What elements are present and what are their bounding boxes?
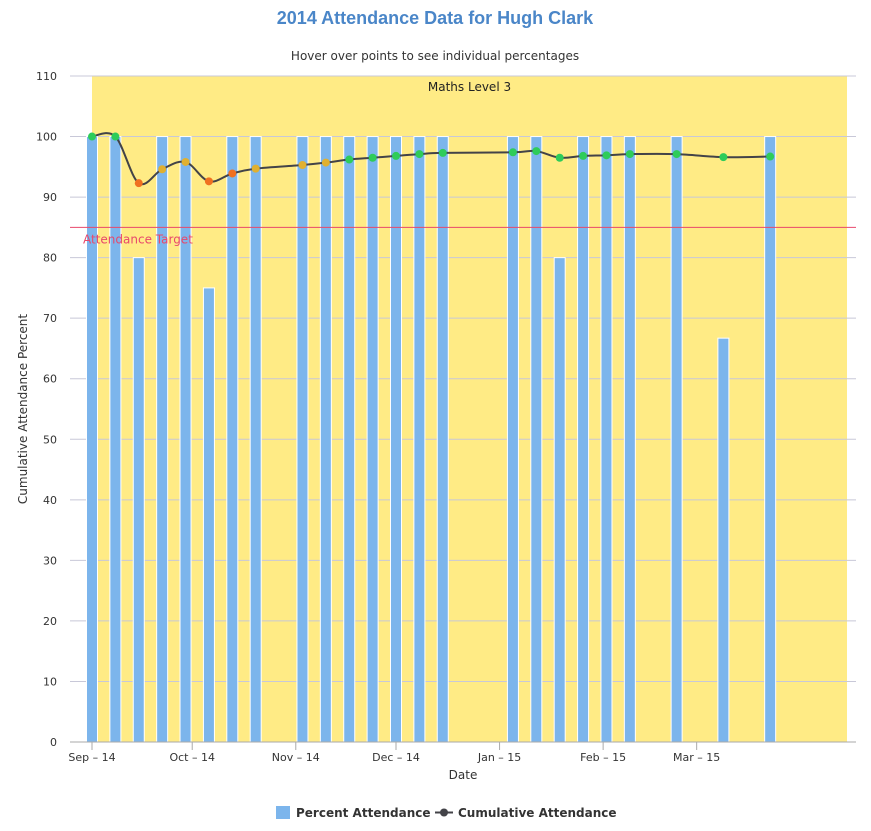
legend[interactable]: Percent Attendance Cumulative Attendance (276, 806, 617, 820)
attendance-bar[interactable] (202, 287, 215, 743)
cumulative-point[interactable] (251, 164, 260, 173)
chart-title: 2014 Attendance Data for Hugh Clark (277, 8, 594, 28)
y-axis-title: Cumulative Attendance Percent (16, 314, 30, 505)
y-tick-label: 100 (36, 131, 57, 144)
y-tick-label: 50 (43, 433, 57, 446)
cumulative-point[interactable] (579, 151, 588, 160)
cumulative-point[interactable] (228, 169, 237, 178)
x-tick-label: Jan – 15 (477, 751, 521, 764)
chart-subtitle: Hover over points to see individual perc… (291, 49, 579, 63)
target-layer: Attendance Target (70, 226, 856, 246)
cumulative-point[interactable] (508, 148, 517, 157)
cumulative-point[interactable] (298, 161, 307, 170)
cumulative-point[interactable] (88, 132, 96, 141)
axis-layer: 0 10 20 30 40 50 60 70 80 90 100 110 Sep – 14 Oct – 1… (36, 70, 856, 764)
legend-swatch-marker (440, 808, 448, 817)
cumulative-point[interactable] (766, 152, 775, 161)
x-axis-title: Date (449, 768, 478, 782)
attendance-bar[interactable] (717, 337, 730, 743)
attendance-bar[interactable] (132, 257, 145, 743)
y-tick-label: 90 (43, 191, 57, 204)
y-tick-label: 70 (43, 312, 57, 325)
x-tick-label: Feb – 15 (580, 751, 626, 764)
cumulative-point[interactable] (625, 150, 634, 159)
cumulative-point[interactable] (158, 165, 167, 174)
attendance-bar[interactable] (553, 257, 566, 743)
x-tick-label: Dec – 14 (372, 751, 420, 764)
line-layer (88, 132, 775, 188)
y-tick-label: 0 (50, 736, 57, 749)
legend-label-cumulative[interactable]: Cumulative Attendance (458, 806, 617, 820)
legend-swatch-percent (276, 806, 290, 819)
cumulative-point[interactable] (204, 177, 213, 186)
y-tick-label: 60 (43, 373, 57, 386)
cumulative-point[interactable] (321, 158, 330, 167)
cumulative-point[interactable] (134, 179, 143, 188)
cumulative-point[interactable] (368, 153, 377, 162)
cumulative-point[interactable] (672, 150, 681, 159)
x-tick-label: Mar – 15 (673, 751, 720, 764)
cumulative-point[interactable] (392, 151, 401, 160)
cumulative-point[interactable] (555, 153, 564, 162)
cumulative-point[interactable] (181, 157, 190, 166)
x-tick-label: Oct – 14 (169, 751, 215, 764)
plot-band-label: Maths Level 3 (428, 80, 511, 94)
cumulative-point[interactable] (719, 153, 728, 162)
cumulative-point[interactable] (438, 148, 447, 157)
cumulative-point[interactable] (602, 151, 611, 160)
cumulative-point[interactable] (415, 150, 424, 159)
legend-label-percent[interactable]: Percent Attendance (296, 806, 430, 820)
y-tick-label: 20 (43, 615, 57, 628)
cumulative-point[interactable] (111, 132, 120, 141)
attendance-target-label: Attendance Target (83, 232, 193, 246)
bars-layer (86, 136, 777, 743)
y-tick-label: 10 (43, 675, 57, 688)
y-tick-label: 110 (36, 70, 57, 83)
x-tick-label: Sep – 14 (68, 751, 115, 764)
y-tick-label: 80 (43, 252, 57, 265)
cumulative-point[interactable] (532, 147, 541, 156)
y-tick-label: 40 (43, 494, 57, 507)
y-tick-label: 30 (43, 554, 57, 567)
x-tick-label: Nov – 14 (272, 751, 320, 764)
cumulative-point[interactable] (345, 155, 354, 164)
